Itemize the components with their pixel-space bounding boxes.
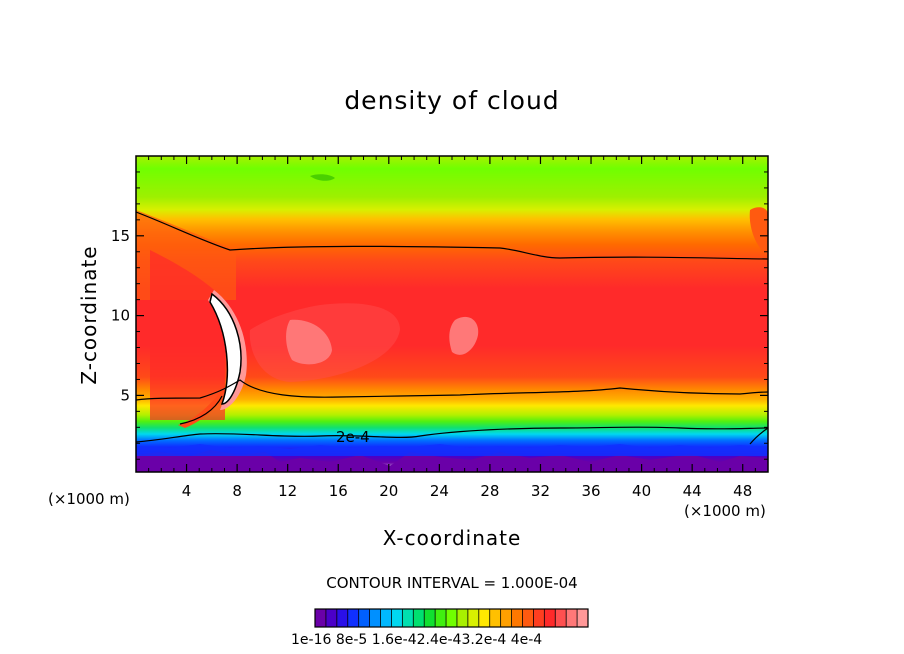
colorbar-swatch <box>435 609 447 627</box>
colorbar-swatch <box>413 609 425 627</box>
x-tick-label: 8 <box>232 482 242 500</box>
x-tick-label: 44 <box>683 482 702 500</box>
colorbar-labels: 1e-16 8e-5 1.6e-42.4e-43.2e-4 4e-4 <box>291 632 543 648</box>
colorbar-swatch <box>380 609 392 627</box>
colorbar <box>314 608 589 628</box>
colorbar-swatch <box>315 609 327 627</box>
y-tick-label: 10 <box>111 307 130 325</box>
core-region <box>449 316 479 355</box>
colorbar-swatch <box>478 609 491 627</box>
colorbar-swatch <box>489 609 502 627</box>
colorbar-swatch <box>347 609 360 627</box>
colorbar-swatch <box>456 609 469 627</box>
colorbar-swatch <box>500 609 513 627</box>
x-tick-label: 32 <box>531 482 550 500</box>
y-tick-label: 15 <box>111 227 130 245</box>
core-region <box>286 319 332 365</box>
contour-lines <box>136 211 768 445</box>
colorbar-swatch <box>555 609 567 627</box>
colorbar-swatch <box>577 609 589 627</box>
colorbar-swatch <box>533 609 545 627</box>
colorbar-swatch <box>522 609 534 627</box>
contour-line-label: 2e-4 <box>336 428 370 446</box>
x-unit-label-left: (×1000 m) <box>48 490 130 508</box>
x-axis: 4 8 12 16 20 24 28 32 36 40 44 48 <box>148 156 756 500</box>
colorbar-swatch <box>544 609 556 627</box>
x-tick-label: 4 <box>182 482 192 500</box>
colorbar-swatch <box>446 609 458 627</box>
x-unit-label-right: (×1000 m) <box>684 502 766 520</box>
x-tick-label: 48 <box>733 482 752 500</box>
colorbar-swatch <box>467 609 480 627</box>
colorbar-swatch <box>566 609 578 627</box>
x-tick-label: 12 <box>278 482 297 500</box>
x-axis-label: X-coordinate <box>382 526 522 550</box>
colorbar-swatch <box>402 609 414 627</box>
chart-title: density of cloud <box>344 86 560 115</box>
x-tick-label: 24 <box>430 482 449 500</box>
y-axis: 5 10 15 <box>111 171 768 460</box>
colorbar-frame <box>314 608 589 628</box>
colorbar-swatch <box>336 609 349 627</box>
colorbar-swatch <box>369 609 382 627</box>
x-tick-label: 28 <box>480 482 499 500</box>
colorbar-swatch <box>424 609 436 627</box>
y-axis-label: Z-coordinate <box>77 245 101 385</box>
x-tick-label: 20 <box>379 482 398 500</box>
x-tick-label: 36 <box>581 482 600 500</box>
x-tick-label: 40 <box>632 482 651 500</box>
colorbar-swatch <box>511 609 523 627</box>
colorbar-swatch <box>325 609 338 627</box>
contour-fill <box>136 156 768 472</box>
x-tick-label: 16 <box>329 482 348 500</box>
colorbar-swatch <box>358 609 371 627</box>
contour-interval-text: CONTOUR INTERVAL = 1.000E-04 <box>326 574 578 592</box>
y-tick-label: 5 <box>120 386 130 404</box>
colorbar-swatch <box>391 609 403 627</box>
